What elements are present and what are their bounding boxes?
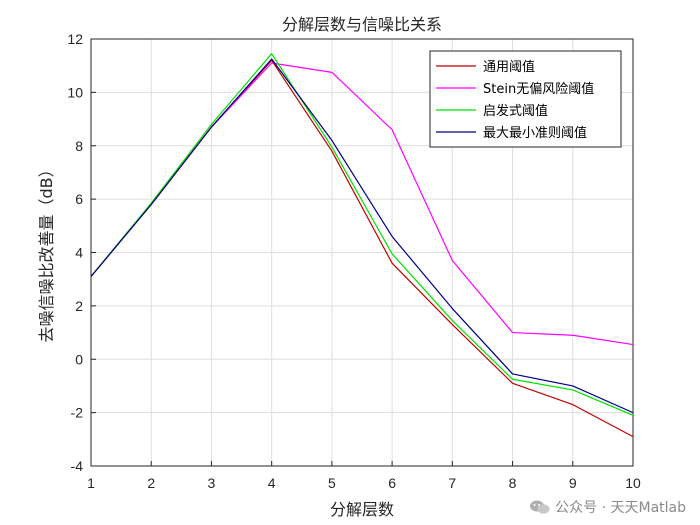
y-tick-label: 8 (75, 138, 83, 154)
legend-box (429, 50, 622, 148)
legend-label: 通用阈值 (483, 59, 535, 75)
y-tick-label: 12 (67, 31, 83, 47)
x-tick-label: 10 (625, 475, 641, 491)
y-axis-label: 去噪信噪比改善量（dB） (37, 161, 56, 342)
x-tick-label: 3 (208, 475, 216, 491)
wechat-icon (530, 500, 550, 514)
watermark-text: 公众号 · 天天Matlab (555, 500, 686, 516)
y-tick-label: 6 (75, 191, 83, 207)
x-axis-label: 分解层数 (330, 500, 394, 519)
y-tick-label: -4 (71, 458, 84, 474)
y-tick-label: -2 (71, 405, 84, 421)
x-tick-label: 5 (328, 475, 336, 491)
x-tick-label: 4 (268, 475, 276, 491)
x-tick-label: 8 (509, 475, 517, 491)
legend-label: 启发式阈值 (483, 103, 548, 119)
x-tick-label: 2 (147, 475, 155, 491)
series-line-2 (90, 53, 634, 416)
x-tick-label: 7 (448, 475, 456, 491)
y-tick-label: 10 (67, 84, 83, 100)
y-tick-label: 0 (75, 351, 83, 367)
y-tick-label: 4 (75, 245, 83, 261)
legend-label: Stein无偏风险阈值 (483, 81, 594, 97)
x-tick-label: 1 (87, 475, 95, 491)
chart-title: 分解层数与信噪比关系 (282, 15, 442, 34)
y-tick-label: 2 (75, 298, 83, 314)
series-lines (90, 53, 634, 438)
series-line-3 (90, 58, 634, 414)
watermark: 公众号 · 天天Matlab (529, 497, 686, 517)
x-tick-label: 6 (388, 475, 396, 491)
x-tick-label: 9 (569, 475, 577, 491)
legend-label: 最大最小准则阈值 (483, 125, 587, 141)
